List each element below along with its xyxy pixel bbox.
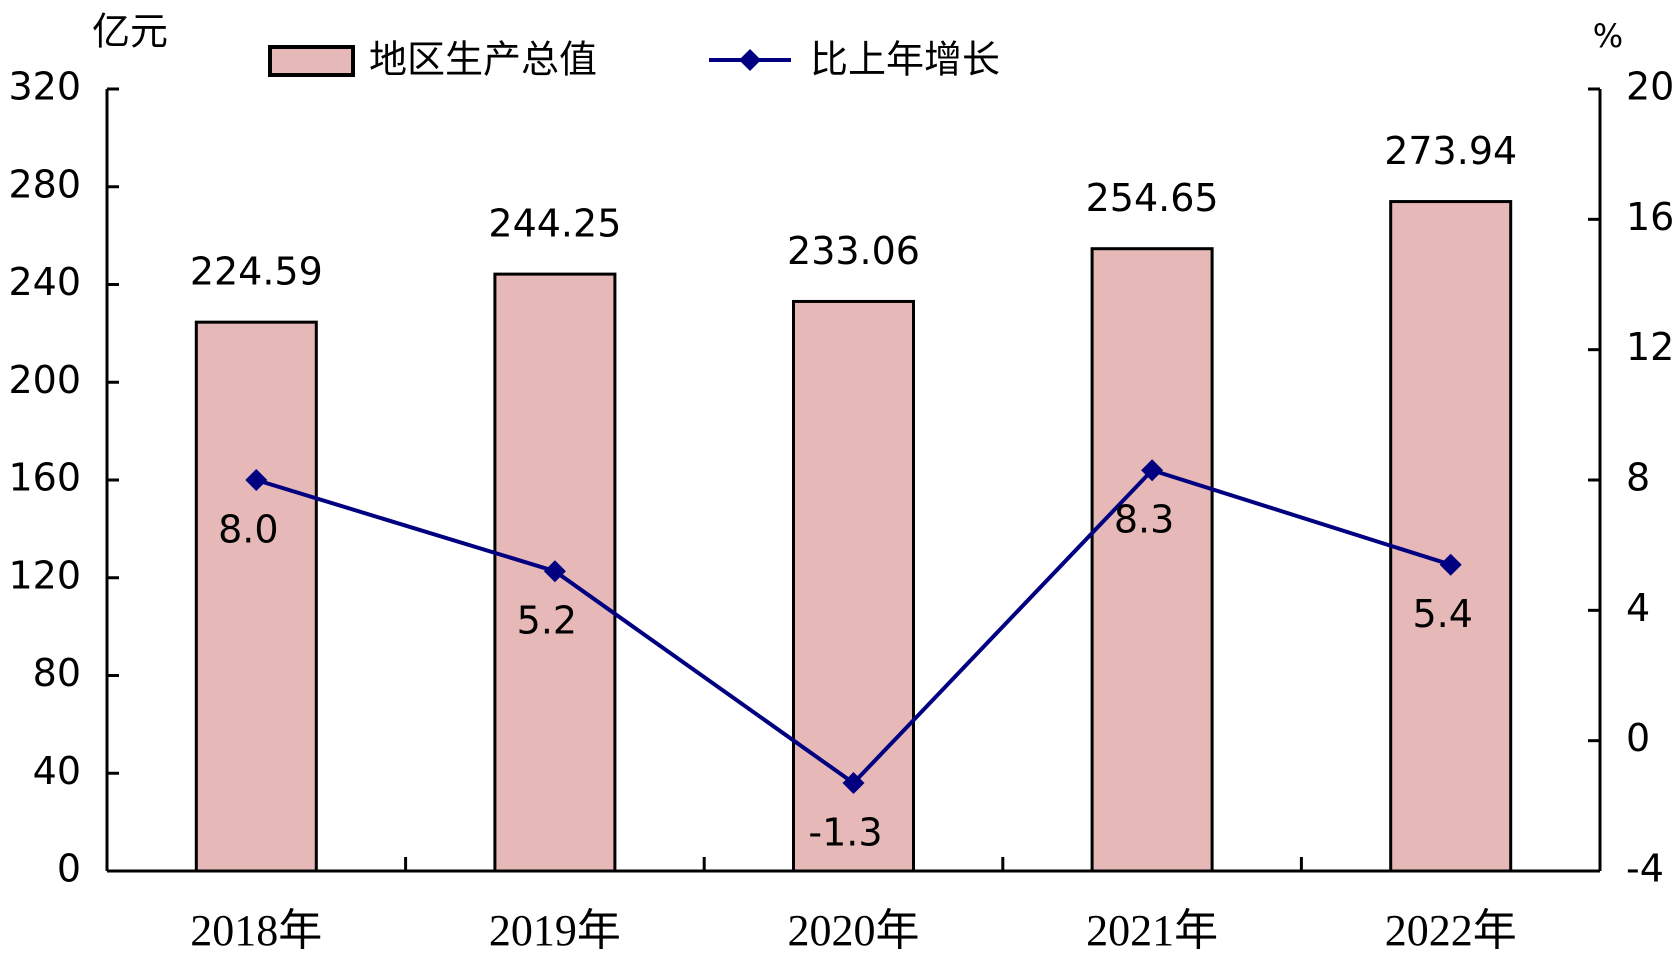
y2-tick-label: 16	[1626, 195, 1674, 239]
y2-tick-label: 4	[1626, 586, 1650, 630]
y-tick-label: 0	[57, 847, 81, 891]
line-value-label: 5.4	[1412, 592, 1472, 636]
y-tick-label: 280	[8, 162, 81, 206]
y2-axis-label: %	[1593, 17, 1623, 55]
marker	[543, 560, 566, 583]
y2-tick-label: 12	[1626, 325, 1674, 369]
y-tick-label: 240	[8, 260, 81, 304]
marker	[1439, 553, 1462, 576]
line-value-label: 8.3	[1114, 498, 1174, 542]
marker	[245, 469, 268, 491]
legend-label: 地区生产总值	[369, 38, 597, 82]
bar-value-label: 273.94	[1384, 129, 1517, 173]
line-value-label: 5.2	[517, 599, 577, 643]
x-tick-label: 2019年	[489, 906, 621, 955]
legend-marker	[739, 49, 761, 71]
bar	[194, 320, 318, 873]
x-tick-label: 2020年	[788, 906, 920, 955]
y-tick-label: 120	[8, 553, 81, 597]
x-tick-label: 2022年	[1385, 906, 1517, 955]
y2-tick-label: -4	[1626, 847, 1664, 891]
bar-value-label: 224.59	[190, 250, 323, 294]
legend-swatch	[268, 45, 355, 77]
legend-label: 比上年增长	[810, 38, 1000, 82]
line-value-label: -1.3	[808, 811, 882, 855]
x-tick-label: 2018年	[190, 906, 322, 955]
y-tick-label: 80	[33, 651, 81, 695]
bar-value-label: 254.65	[1086, 176, 1219, 220]
bar-value-label: 244.25	[488, 202, 621, 246]
marker	[842, 772, 865, 795]
y-tick-label: 160	[8, 456, 81, 500]
bar-value-label: 233.06	[787, 229, 920, 273]
y2-tick-label: 20	[1626, 65, 1674, 109]
y-axis-label: 亿元	[92, 10, 168, 54]
y-tick-label: 320	[8, 65, 81, 109]
x-tick-label: 2021年	[1086, 906, 1218, 955]
bar	[1389, 200, 1513, 873]
marker	[1141, 459, 1164, 482]
y2-tick-label: 0	[1626, 716, 1650, 760]
bar	[1090, 247, 1214, 873]
y-tick-label: 40	[33, 749, 81, 793]
y2-tick-label: 8	[1626, 456, 1650, 500]
line-value-label: 8.0	[218, 508, 278, 552]
y-tick-label: 200	[8, 358, 81, 402]
